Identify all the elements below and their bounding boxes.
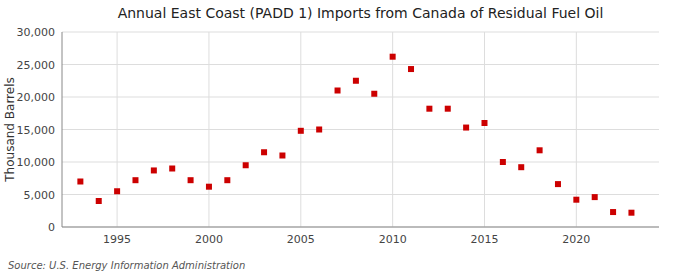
x-tick-label: 1995	[103, 233, 131, 246]
point	[518, 164, 524, 170]
x-tick-label: 2000	[195, 233, 223, 246]
y-tick-label: 10,000	[17, 156, 56, 169]
y-tick-label: 20,000	[17, 91, 56, 104]
y-axis-label: Thousand Barrels	[3, 77, 17, 182]
y-grid-line	[62, 97, 659, 98]
x-axis-line	[62, 227, 659, 228]
title: Annual East Coast (PADD 1) Imports from …	[118, 5, 604, 21]
y-grid-line	[62, 162, 659, 163]
point	[224, 177, 230, 183]
y-grid-line	[62, 194, 659, 195]
point	[628, 210, 634, 216]
point	[335, 88, 341, 94]
point	[610, 209, 616, 215]
y-tick-label: 5,000	[24, 189, 56, 202]
point	[371, 91, 377, 97]
point	[169, 166, 175, 172]
grid	[62, 32, 659, 227]
point	[188, 177, 194, 183]
point	[316, 127, 322, 133]
point	[353, 78, 359, 84]
x-grid-line	[117, 32, 118, 227]
point	[408, 66, 414, 72]
y-grid-line	[62, 32, 659, 33]
point	[114, 188, 120, 194]
point	[132, 177, 138, 183]
point	[463, 125, 469, 131]
point	[390, 54, 396, 60]
point	[573, 197, 579, 203]
point	[243, 162, 249, 168]
point	[77, 179, 83, 185]
y-tick-label: 15,000	[17, 124, 56, 137]
x-grid-line	[208, 32, 209, 227]
chart: Annual East Coast (PADD 1) Imports from …	[0, 0, 675, 275]
data	[77, 54, 634, 216]
point	[592, 194, 598, 200]
point	[445, 106, 451, 112]
y-tick-label: 0	[48, 221, 55, 234]
y-tick-label: 30,000	[17, 26, 56, 39]
y-grid-line	[62, 227, 659, 228]
x-tick-label: 2020	[562, 233, 590, 246]
x-tick-label: 2005	[287, 233, 315, 246]
y-axis-line	[62, 32, 63, 227]
y-tick-label: 25,000	[17, 59, 56, 72]
point	[261, 149, 267, 155]
point	[96, 198, 102, 204]
y-grid-line	[62, 64, 659, 65]
point	[481, 120, 487, 126]
point	[500, 159, 506, 165]
x-grid-line	[392, 32, 393, 227]
point	[298, 128, 304, 134]
x-tick-label: 2015	[470, 233, 498, 246]
point	[151, 167, 157, 173]
x-grid-line	[484, 32, 485, 227]
point	[537, 147, 543, 153]
point	[426, 106, 432, 112]
point	[206, 184, 212, 190]
axes: 0 5,000 10,000 15,000 20,000 25,000 30,000 1995…	[17, 26, 660, 246]
y-grid-line	[62, 129, 659, 130]
point	[279, 153, 285, 159]
source-note: Source: U.S. Energy Information Administ…	[8, 260, 245, 271]
point	[555, 181, 561, 187]
x-tick-label: 2010	[379, 233, 407, 246]
